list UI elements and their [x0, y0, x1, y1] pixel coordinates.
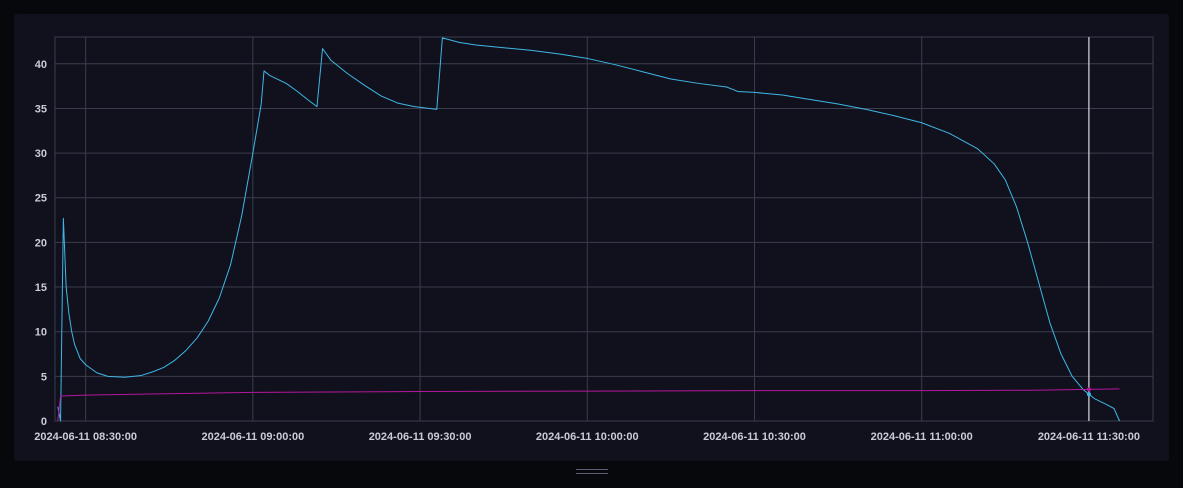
x-tick-label: 2024-06-11 11:00:00 — [871, 431, 973, 443]
y-tick-label: 40 — [35, 59, 47, 71]
series-line-1[interactable] — [57, 37, 1121, 422]
y-tick-label: 10 — [35, 327, 47, 339]
panel-resize-handle[interactable] — [576, 469, 608, 477]
plot-area-border — [54, 36, 1154, 422]
y-tick-label: 15 — [35, 282, 47, 294]
y-tick-label: 20 — [35, 237, 47, 249]
x-tick-label: 2024-06-11 10:30:00 — [703, 431, 806, 443]
x-tick-label: 2024-06-11 11:30:00 — [1038, 431, 1140, 443]
x-axis-ticks: 2024-06-11 08:30:00 2024-06-11 09:00:00 20… — [34, 431, 1140, 443]
y-tick-label: 25 — [35, 193, 47, 205]
hover-point-1 — [1086, 392, 1091, 397]
x-tick-label: 2024-06-11 09:00:00 — [201, 431, 304, 443]
y-tick-label: 0 — [41, 416, 47, 428]
y-axis-ticks: 0 5 10 15 20 25 30 35 40 — [35, 59, 47, 428]
x-tick-label: 2024-06-11 10:00:00 — [536, 431, 639, 443]
y-tick-label: 5 — [41, 371, 47, 383]
x-tick-label: 2024-06-11 09:30:00 — [369, 431, 472, 443]
y-tick-label: 35 — [35, 103, 47, 115]
hover-point-2 — [1086, 387, 1091, 392]
y-tick-label: 30 — [35, 148, 47, 160]
series-line-2[interactable] — [57, 388, 1120, 422]
series-layer — [57, 37, 1121, 422]
hover-layer — [1086, 37, 1091, 421]
grid — [54, 36, 1154, 422]
x-tick-label: 2024-06-11 08:30:00 — [34, 431, 137, 443]
chart-panel — [14, 14, 1169, 461]
